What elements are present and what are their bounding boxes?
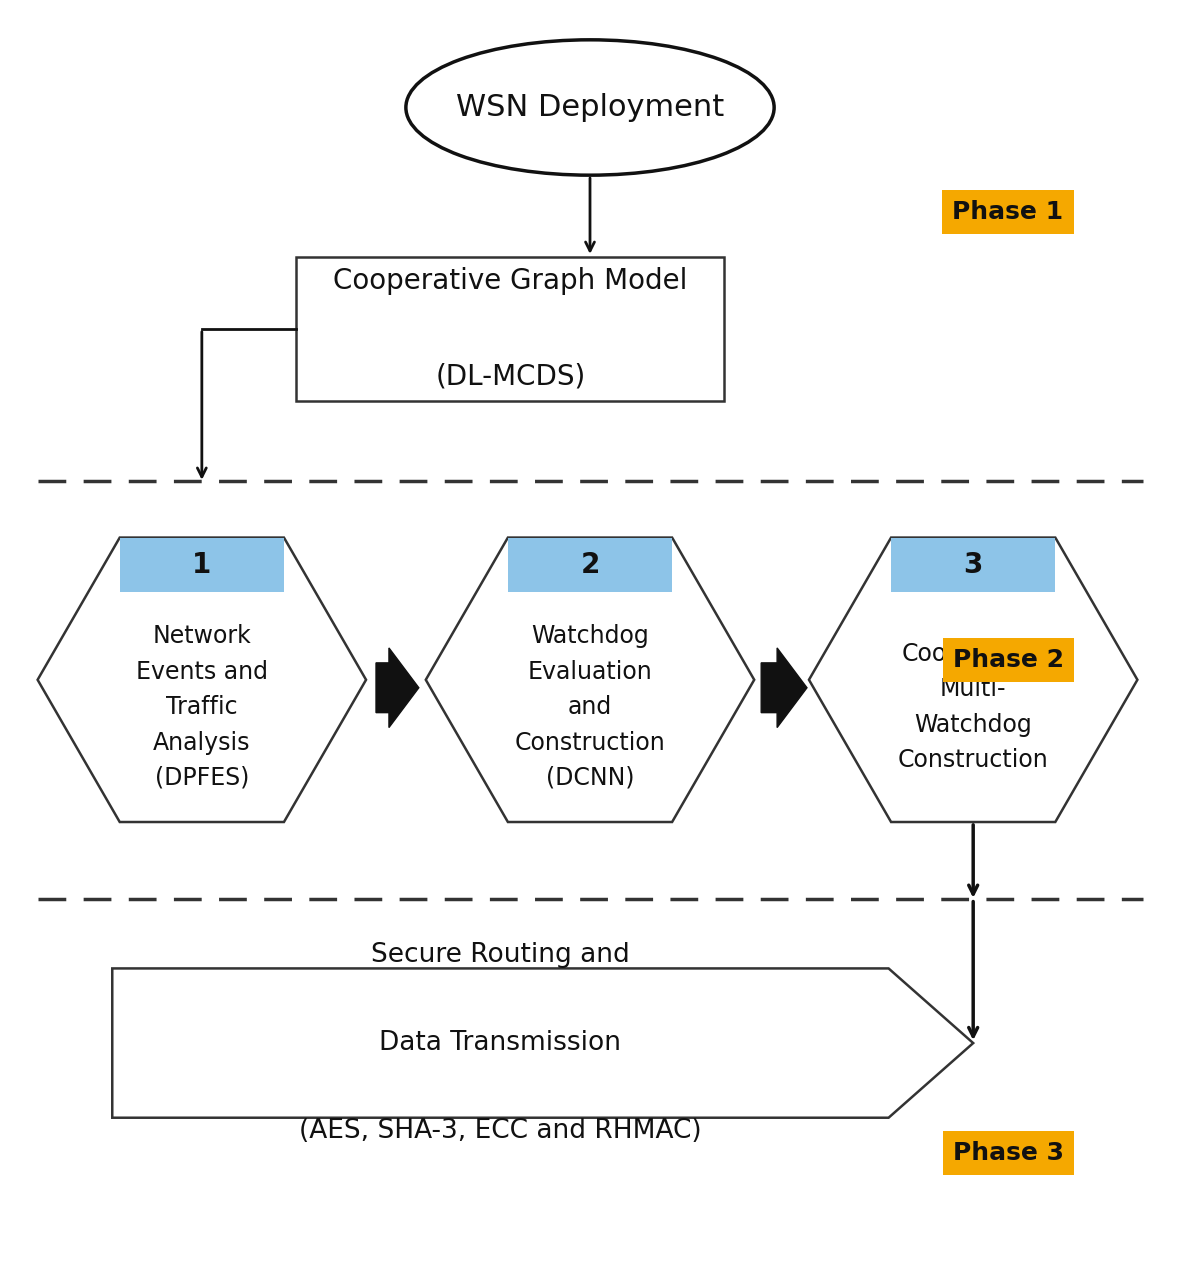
Polygon shape	[112, 969, 973, 1117]
Polygon shape	[809, 538, 1137, 822]
Bar	[119, 538, 283, 592]
Text: Secure Routing and

Data Transmission

(AES, SHA-3, ECC and RHMAC): Secure Routing and Data Transmission (AE…	[299, 942, 702, 1144]
Text: Network
Events and
Traffic
Analysis
(DPFES): Network Events and Traffic Analysis (DPF…	[136, 624, 268, 791]
Polygon shape	[426, 538, 755, 822]
Text: Cooperative Graph Model

(DL-MCDS): Cooperative Graph Model (DL-MCDS)	[333, 267, 687, 390]
Text: Cooperative
Multi-
Watchdog
Construction: Cooperative Multi- Watchdog Construction	[898, 642, 1049, 773]
Text: Phase 3: Phase 3	[953, 1140, 1064, 1164]
Bar	[296, 257, 724, 402]
Bar	[892, 538, 1056, 592]
Text: Phase 2: Phase 2	[953, 648, 1064, 672]
Bar	[508, 538, 672, 592]
FancyArrow shape	[762, 648, 807, 727]
Ellipse shape	[406, 39, 774, 175]
Text: Phase 1: Phase 1	[952, 200, 1064, 224]
FancyArrow shape	[376, 648, 419, 727]
Text: WSN Deployment: WSN Deployment	[456, 93, 724, 122]
Text: 2: 2	[580, 550, 600, 578]
Text: Watchdog
Evaluation
and
Construction
(DCNN): Watchdog Evaluation and Construction (DC…	[515, 624, 665, 791]
Text: 1: 1	[193, 550, 211, 578]
Text: 3: 3	[964, 550, 983, 578]
Polygon shape	[38, 538, 366, 822]
